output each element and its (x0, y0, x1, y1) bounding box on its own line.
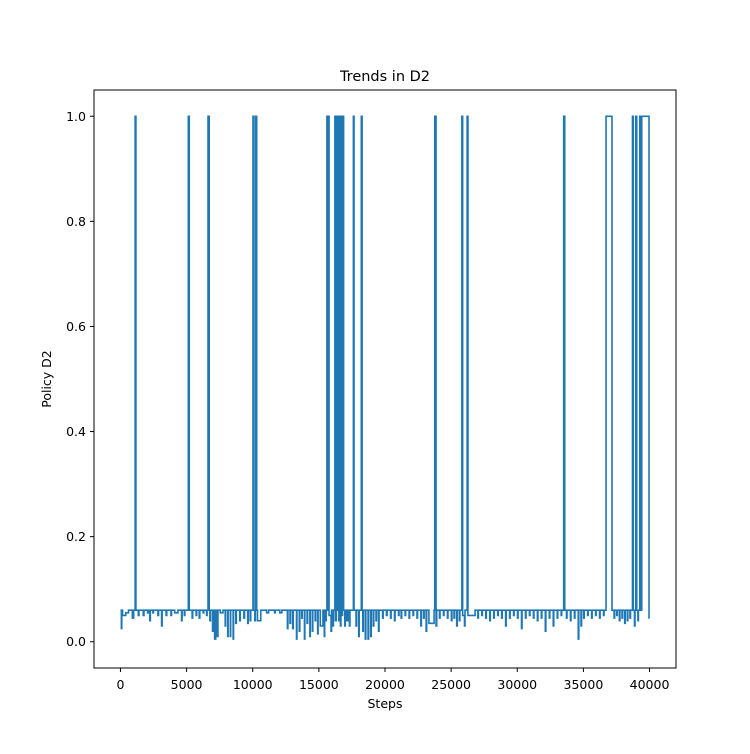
x-tick-label: 10000 (233, 677, 273, 692)
x-tick-label: 15000 (299, 677, 339, 692)
x-tick-label: 5000 (171, 677, 203, 692)
x-tick-label: 20000 (365, 677, 405, 692)
series-line (120, 115, 650, 640)
x-tick-label: 25000 (431, 677, 471, 692)
y-tick-label: 0.6 (66, 319, 86, 334)
x-axis-label: Steps (368, 696, 403, 711)
y-tick-label: 0.8 (66, 214, 86, 229)
x-tick-label: 30000 (497, 677, 537, 692)
x-tick-label: 0 (116, 677, 124, 692)
y-tick-label: 0.4 (66, 424, 86, 439)
y-tick-label: 0.0 (66, 634, 86, 649)
y-tick-label: 0.2 (66, 529, 86, 544)
chart-title: Trends in D2 (339, 69, 430, 85)
x-tick-label: 35000 (564, 677, 604, 692)
x-tick-label: 40000 (630, 677, 670, 692)
y-tick-label: 1.0 (66, 109, 86, 124)
y-axis-label: Policy D2 (39, 350, 54, 408)
